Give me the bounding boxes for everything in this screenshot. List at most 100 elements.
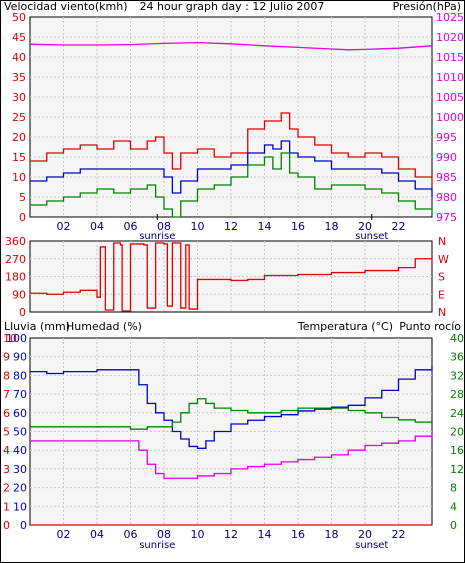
wind_min-line	[30, 152, 433, 218]
x-tick-label: 02	[57, 220, 71, 233]
x-tick-label: 04	[90, 220, 104, 233]
temperature-tick-label: 12	[450, 463, 464, 476]
rain-tick-label: 1	[3, 500, 10, 513]
pressure-tick-label: 1005	[436, 91, 464, 104]
pressure-axis-title: Presión(hPa)	[393, 0, 461, 13]
x-tick-label: 14	[258, 220, 272, 233]
x-tick-label: 12	[224, 528, 238, 541]
wind-tick-label: 45	[12, 31, 26, 44]
rain-tick-label: 10	[3, 332, 17, 345]
temperature-tick-label: 36	[450, 351, 464, 364]
rain-tick-label: 7	[3, 388, 10, 401]
direction-tick-label: 0	[19, 306, 26, 319]
temperature-tick-label: 4	[450, 500, 457, 513]
compass-tick-label: S	[438, 271, 445, 284]
x-tick-label: 08	[157, 528, 171, 541]
direction-tick-label: 360	[5, 235, 26, 248]
sunset-label: sunset	[355, 540, 388, 551]
temperature-tick-label: 32	[450, 369, 464, 382]
chart-title: 24 hour graph day : 12 Julio 2007	[140, 0, 325, 13]
wind-tick-label: 25	[12, 111, 26, 124]
x-tick-label: 10	[191, 220, 205, 233]
temperature-tick-label: 0	[450, 519, 457, 532]
direction-tick-label: 270	[5, 253, 26, 266]
humidity-tick-label: 80	[13, 369, 27, 382]
wind-tick-label: 35	[12, 71, 26, 84]
humidity-axis-title: Humedad (%)	[66, 320, 142, 333]
x-tick-label: 04	[90, 528, 104, 541]
rain-tick-label: 4	[3, 444, 10, 457]
wind-tick-label: 50	[12, 11, 26, 24]
wind-speed-axis-title: Velocidad viento(kmh)	[4, 0, 128, 13]
x-tick-label: 18	[325, 528, 339, 541]
wind-pressure-panel: 5045403530252015105010251020101510101005…	[12, 11, 464, 242]
wind-tick-label: 30	[12, 91, 26, 104]
x-tick-label: 10	[191, 528, 205, 541]
rain-axis-title: Lluvia (mm)	[4, 320, 70, 333]
wind-tick-label: 10	[12, 171, 26, 184]
x-tick-label: 12	[224, 220, 238, 233]
wind-tick-label: 0	[19, 211, 26, 224]
x-tick-label: 20	[358, 528, 372, 541]
sunset-label: sunset	[355, 231, 388, 242]
x-tick-label: 18	[325, 220, 339, 233]
compass-tick-label: W	[438, 253, 449, 266]
humidity-tick-label: 30	[13, 463, 27, 476]
pressure-line	[29, 41, 433, 51]
wind_avg-line	[30, 140, 433, 197]
rain-tick-label: 8	[3, 369, 10, 382]
rain-tick-label: 5	[3, 426, 10, 439]
pressure-tick-label: 1010	[436, 71, 464, 84]
humidity-tick-label: 70	[13, 388, 27, 401]
humidity-tick-label: 10	[13, 500, 27, 513]
sunrise-label: sunrise	[139, 540, 175, 551]
pressure-tick-label: 1025	[436, 11, 464, 24]
humidity-tick-label: 50	[13, 426, 27, 439]
temperature-tick-label: 8	[450, 482, 457, 495]
wind-tick-label: 40	[12, 51, 26, 64]
wind-tick-label: 20	[12, 131, 26, 144]
sunrise-label: sunrise	[139, 231, 175, 242]
humidity-tick-label: 100	[6, 332, 27, 345]
temperature-tick-label: 40	[450, 332, 464, 345]
pressure-tick-label: 1000	[436, 111, 464, 124]
x-tick-label: 06	[124, 528, 138, 541]
pressure-tick-label: 985	[436, 171, 457, 184]
temperature-tick-label: 20	[450, 426, 464, 439]
direction-tick-label: 90	[12, 288, 26, 301]
temperature-tick-label: 24	[450, 407, 464, 420]
temperature-tick-label: 16	[450, 444, 464, 457]
pressure-tick-label: 1015	[436, 51, 464, 64]
humidity-line	[30, 366, 433, 449]
x-tick-label: 20	[358, 220, 372, 233]
rain-tick-label: 0	[3, 519, 10, 532]
humidity-tick-label: 20	[13, 482, 27, 495]
pressure-tick-label: 1020	[436, 31, 464, 44]
wind-tick-label: 5	[19, 191, 26, 204]
x-tick-label: 08	[157, 220, 171, 233]
temperature-line	[30, 398, 432, 430]
x-tick-label: 06	[124, 220, 138, 233]
direction-tick-label: 180	[5, 271, 26, 284]
rain-humidity-temperature-panel: 1098765432101009080706050403020100403632…	[3, 332, 464, 551]
humidity-tick-label: 0	[20, 519, 27, 532]
x-tick-label: 22	[392, 220, 406, 233]
rain-tick-label: 3	[3, 463, 10, 476]
x-tick-label: 02	[57, 528, 71, 541]
humidity-tick-label: 60	[13, 407, 27, 420]
direction-line	[30, 242, 433, 312]
rain-tick-label: 9	[3, 351, 10, 364]
humidity-tick-label: 90	[13, 351, 27, 364]
compass-tick-label: N	[438, 306, 446, 319]
compass-tick-label: N	[438, 235, 446, 248]
wind_max-line	[30, 112, 433, 185]
pressure-tick-label: 990	[436, 151, 457, 164]
x-tick-label: 16	[291, 528, 305, 541]
pressure-tick-label: 975	[436, 211, 457, 224]
wind-tick-label: 15	[12, 151, 26, 164]
x-tick-label: 14	[258, 528, 272, 541]
pressure-tick-label: 995	[436, 131, 457, 144]
dewpoint-line	[30, 433, 433, 479]
